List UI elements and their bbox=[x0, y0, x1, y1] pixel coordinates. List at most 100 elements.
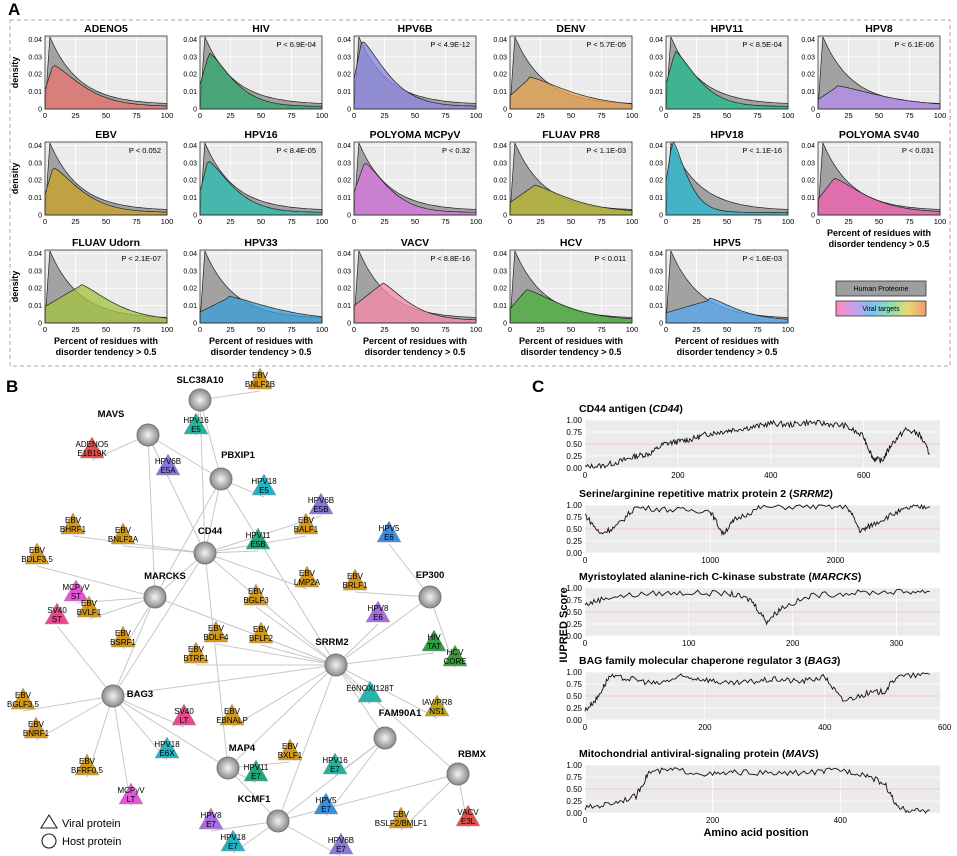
x-axis-label: disorder tendency > 0.5 bbox=[365, 347, 466, 357]
x-tick-label: 100 bbox=[470, 111, 483, 120]
viral-node-label: EBV bbox=[79, 757, 96, 766]
x-tick-label: 100 bbox=[626, 217, 639, 226]
network-edge bbox=[277, 664, 337, 822]
viral-node bbox=[357, 680, 383, 703]
title-text: ) bbox=[815, 748, 819, 760]
x-axis-label: disorder tendency > 0.5 bbox=[521, 347, 622, 357]
viral-density-area bbox=[199, 161, 323, 216]
x-tick-label: 0 bbox=[816, 111, 820, 120]
y-tick-label: 0.03 bbox=[801, 54, 815, 61]
host-node bbox=[216, 756, 240, 780]
legend-a: Human Proteome Viral targets bbox=[835, 280, 927, 317]
subplot-title: FLUAV Udorn bbox=[72, 237, 140, 249]
x-tick-label: 75 bbox=[753, 217, 761, 226]
x-tick-label: 75 bbox=[287, 217, 295, 226]
network-edge bbox=[204, 478, 222, 554]
subplot-title: POLYOMA SV40 bbox=[839, 129, 919, 141]
y-tick-label: 0.04 bbox=[337, 251, 351, 258]
panel-a-label: A bbox=[8, 0, 20, 19]
viral-node-label: E6X bbox=[159, 749, 175, 758]
y-tick-label: 0.04 bbox=[337, 143, 351, 150]
viral-node-label: EBV bbox=[115, 629, 132, 638]
viral-node-label: HCV bbox=[447, 648, 465, 657]
legend-human-label: Human Proteome bbox=[854, 286, 909, 293]
network-edge bbox=[231, 664, 337, 728]
gene-name: CD44 bbox=[653, 403, 680, 415]
viral-node-label: LT bbox=[180, 716, 189, 725]
viral-node-label: BDLF3.5 bbox=[21, 555, 53, 564]
p-value-label: P < 0.011 bbox=[594, 254, 626, 263]
y-tick-label: 0.25 bbox=[566, 537, 582, 546]
x-tick-label: 100 bbox=[782, 217, 795, 226]
viral-node bbox=[245, 527, 271, 550]
y-tick-label: 0 bbox=[38, 107, 42, 114]
x-tick-label: 25 bbox=[71, 111, 79, 120]
viral-node bbox=[79, 436, 105, 459]
viral-node bbox=[10, 687, 36, 710]
y-axis-label: density bbox=[10, 271, 20, 303]
viral-node-label: HPV6B bbox=[308, 496, 334, 505]
x-tick-label: 50 bbox=[567, 111, 575, 120]
subplot-title: HPV33 bbox=[244, 237, 277, 249]
density-subplot: HCV P < 0.011 0 25 50 75 100 0 0.01 0.02 0.03 0.04 P… bbox=[493, 237, 638, 357]
viral-density-area bbox=[353, 162, 477, 216]
x-tick-label: 50 bbox=[257, 217, 265, 226]
x-axis-label: disorder tendency > 0.5 bbox=[677, 347, 778, 357]
x-axis-label: Percent of residues with bbox=[519, 336, 623, 346]
viral-node-label: BGLF3 bbox=[243, 596, 269, 605]
density-grid: ADENO5 0 25 50 75 100 0 0.01 0.02 0.03 0.04 density… bbox=[10, 23, 946, 357]
network-edge bbox=[112, 695, 168, 761]
viral-node-label: BALF1 bbox=[294, 525, 319, 534]
density-subplot: HPV33 0 25 50 75 100 0 0.01 0.02 0.03 0.04 Percent … bbox=[183, 237, 328, 357]
viral-node-label: EBV bbox=[115, 526, 132, 535]
viral-node bbox=[24, 542, 50, 565]
x-axis-label: disorder tendency > 0.5 bbox=[829, 239, 930, 249]
y-tick-label: 0.02 bbox=[493, 286, 507, 293]
x-tick-label: 75 bbox=[132, 217, 140, 226]
viral-node-label: HPV11 bbox=[246, 531, 271, 540]
y-tick-label: 0 bbox=[659, 321, 663, 328]
y-tick-label: 0.03 bbox=[649, 160, 663, 167]
viral-node bbox=[421, 629, 447, 652]
network-edge bbox=[112, 695, 132, 807]
subplot-title: HPV6B bbox=[397, 23, 432, 35]
x-tick-label: 0 bbox=[198, 325, 202, 334]
network-edge bbox=[255, 606, 337, 666]
viral-density-area bbox=[665, 297, 789, 324]
y-tick-label: 0.01 bbox=[801, 89, 815, 96]
title-text: Mitochondrial antiviral-signaling protei… bbox=[579, 748, 786, 760]
x-tick-label: 75 bbox=[132, 325, 140, 334]
x-axis-label: disorder tendency > 0.5 bbox=[56, 347, 157, 357]
x-tick-label: 25 bbox=[226, 217, 234, 226]
legend-viral-swatch bbox=[835, 300, 927, 317]
viral-node bbox=[313, 792, 339, 815]
network-edge bbox=[335, 652, 435, 666]
p-value-label: P < 0.031 bbox=[902, 146, 934, 155]
network-edge bbox=[199, 399, 222, 480]
iupred-subplot: BAG family molecular chaperone regulator… bbox=[566, 655, 951, 732]
viral-node bbox=[455, 804, 481, 827]
viral-density-area bbox=[44, 65, 168, 110]
x-tick-label: 25 bbox=[71, 217, 79, 226]
viral-node-label: EBV bbox=[248, 587, 265, 596]
viral-node-label: EBV bbox=[252, 371, 269, 380]
x-tick-label: 0 bbox=[352, 217, 356, 226]
viral-node-label: BTRF1 bbox=[183, 654, 209, 663]
title-text: ) bbox=[837, 655, 841, 667]
p-value-label: P < 2.1E-07 bbox=[121, 254, 161, 263]
x-tick-label: 200 bbox=[786, 639, 800, 648]
network-edge bbox=[260, 644, 337, 666]
x-tick-label: 0 bbox=[583, 471, 588, 480]
x-tick-label: 50 bbox=[102, 111, 110, 120]
x-tick-label: 50 bbox=[102, 325, 110, 334]
network-edge bbox=[335, 664, 438, 719]
x-tick-label: 50 bbox=[723, 325, 731, 334]
network-edge bbox=[35, 695, 114, 741]
p-value-label: P < 8.4E-05 bbox=[276, 146, 316, 155]
subplot-title: FLUAV PR8 bbox=[542, 129, 600, 141]
host-node-label: BAG3 bbox=[127, 689, 153, 700]
x-tick-label: 0 bbox=[664, 325, 668, 334]
